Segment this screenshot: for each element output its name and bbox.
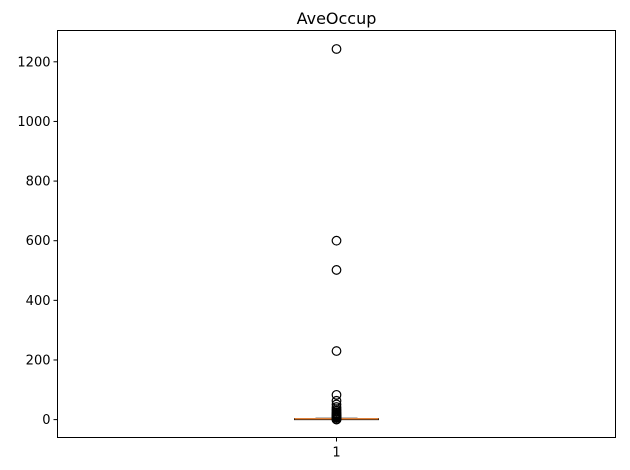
x-axis: 1 — [332, 437, 341, 461]
x-tick-label: 1 — [332, 446, 340, 461]
outlier-point — [331, 44, 342, 54]
chart-title: AveOccup — [297, 9, 377, 28]
plot-area — [294, 44, 379, 425]
outlier-point — [331, 389, 342, 400]
y-tick-label: 600 — [26, 234, 51, 249]
outlier-point — [331, 235, 342, 246]
axes-frame — [57, 30, 616, 438]
y-tick-label: 1000 — [17, 115, 50, 130]
outlier-point — [331, 414, 342, 425]
y-tick-label: 400 — [26, 294, 51, 309]
outlier-point — [331, 346, 342, 356]
outlier-point — [331, 265, 342, 275]
y-tick-label: 1200 — [17, 55, 50, 70]
y-tick-label: 0 — [42, 413, 50, 428]
y-tick-label: 800 — [26, 175, 51, 190]
y-axis: 0 200 400 600 800 1000 1200 — [17, 55, 58, 428]
y-tick-label: 200 — [26, 353, 51, 368]
